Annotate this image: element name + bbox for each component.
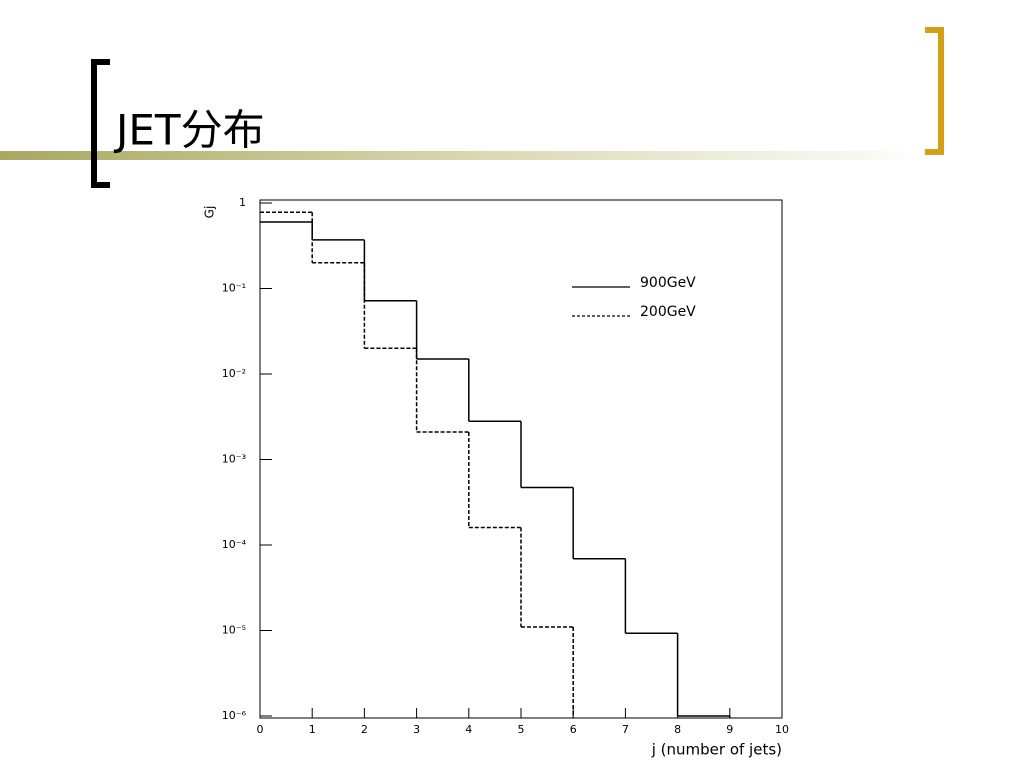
y-tick-label: 10⁻³ — [222, 453, 246, 466]
x-tick-label: 4 — [465, 723, 472, 736]
y-tick-label: 10⁻⁵ — [222, 624, 246, 637]
y-tick-label: 10⁻⁴ — [222, 538, 247, 551]
legend-label: 900GeV — [640, 275, 696, 291]
x-tick-label: 10 — [775, 723, 789, 736]
x-tick-label: 3 — [413, 723, 420, 736]
y-axis-label: Gj — [203, 206, 217, 219]
x-tick-label: 9 — [726, 723, 733, 736]
x-tick-label: 5 — [518, 723, 525, 736]
x-tick-label: 2 — [361, 723, 368, 736]
x-axis-label: j (number of jets) — [651, 741, 782, 759]
y-tick-label: 1 — [239, 196, 246, 209]
x-tick-label: 8 — [674, 723, 681, 736]
slide-title: JET分布 — [113, 106, 265, 155]
left-bracket — [91, 59, 110, 188]
y-tick-label: 10⁻¹ — [222, 282, 246, 295]
x-tick-label: 1 — [309, 723, 316, 736]
y-tick-label: 10⁻² — [222, 367, 246, 380]
x-tick-label: 7 — [622, 723, 629, 736]
x-tick-label: 0 — [257, 723, 264, 736]
y-tick-label: 10⁻⁶ — [222, 709, 247, 722]
x-tick-label: 6 — [570, 723, 577, 736]
legend-label: 200GeV — [640, 304, 696, 320]
title-rule — [0, 151, 940, 160]
right-bracket — [925, 27, 944, 155]
